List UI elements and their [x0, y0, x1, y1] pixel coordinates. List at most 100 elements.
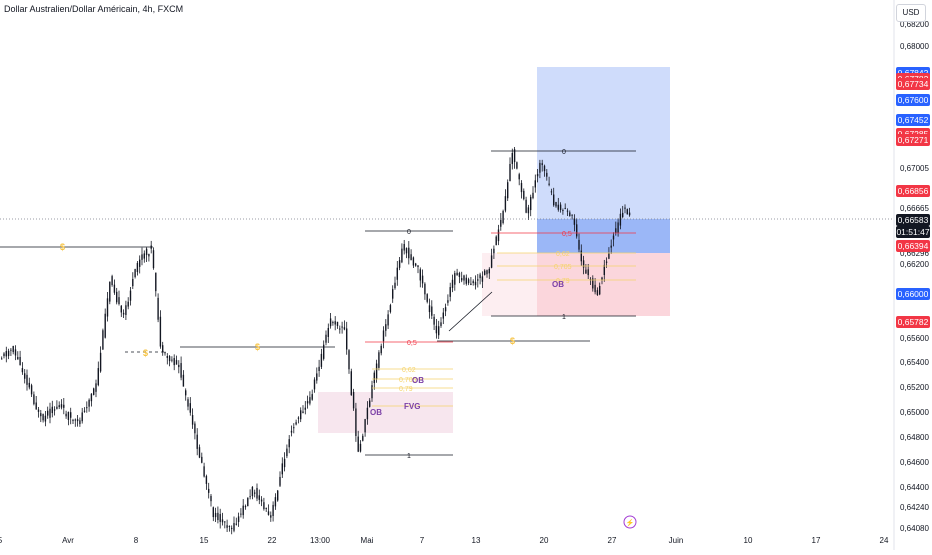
candle-body: [355, 408, 357, 437]
candle-body: [566, 210, 569, 212]
price-pill: 0,66583: [896, 214, 930, 226]
candle-body: [201, 456, 203, 463]
candle-body: [212, 507, 214, 518]
candle-body: [129, 290, 132, 301]
candle-body: [389, 305, 392, 312]
candle-body: [424, 283, 426, 295]
candle-body: [185, 390, 187, 396]
candle-body: [546, 172, 548, 177]
candle-body: [599, 285, 601, 295]
candle-body: [341, 326, 343, 328]
candle-body: [610, 245, 612, 248]
zone-label: FVG: [404, 402, 420, 411]
candle-body: [438, 326, 440, 336]
candle-body: [366, 407, 369, 420]
candle-body: [164, 351, 166, 354]
candle-body: [479, 274, 481, 279]
candle-body: [187, 399, 189, 407]
candle-body: [486, 270, 488, 275]
candle-body: [251, 486, 254, 497]
candle-body: [58, 405, 60, 408]
candle-body: [493, 248, 495, 254]
x-tick-label: 17: [812, 536, 821, 545]
candle-body: [120, 305, 122, 313]
candle-body: [152, 250, 155, 269]
candle-body: [481, 276, 484, 282]
entry-zone: [537, 219, 670, 253]
y-tick-label: 0,65600: [900, 334, 929, 343]
candle-body: [346, 328, 348, 350]
candle-body: [51, 406, 53, 414]
candle-body: [628, 212, 631, 216]
candle-body: [594, 284, 596, 293]
candle-body: [14, 349, 17, 356]
alert-icon: [623, 515, 637, 529]
candle-body: [56, 406, 58, 409]
liquidity-mark: $: [510, 336, 515, 346]
candle-body: [449, 287, 451, 297]
candle-body: [293, 427, 295, 429]
alert-icon-glyph: ⚡: [626, 518, 635, 527]
candle-body: [582, 260, 585, 268]
trend-line: [448, 291, 493, 332]
candle-body: [42, 414, 44, 421]
candle-body: [235, 523, 237, 525]
candle-body: [24, 373, 26, 379]
candle-body: [467, 279, 470, 284]
candle-body: [30, 385, 33, 395]
candle-body: [410, 254, 412, 261]
candle-body: [281, 463, 283, 475]
candle-body: [141, 254, 143, 260]
candle-body: [44, 415, 47, 422]
candle-body: [392, 289, 394, 299]
candle-body: [444, 307, 447, 312]
fib-label: 0,5: [562, 231, 572, 238]
candle-body: [426, 294, 428, 302]
candle-body: [210, 495, 212, 502]
candle-body: [592, 278, 594, 289]
candle-body: [148, 253, 150, 257]
candle-body: [605, 261, 608, 263]
candle-body: [175, 360, 178, 365]
candle-body: [168, 356, 171, 362]
candle-body: [67, 412, 70, 420]
candle-body: [180, 363, 182, 378]
currency-button[interactable]: USD: [896, 4, 926, 22]
candle-body: [523, 190, 525, 200]
ob-zone-upper: [482, 253, 537, 316]
candle-body: [79, 420, 81, 425]
candle-body: [198, 447, 201, 458]
liquidity-mark: $: [143, 348, 148, 358]
candle-body: [70, 412, 72, 418]
candle-body: [277, 490, 279, 501]
candle-body: [28, 382, 30, 388]
candle-body: [258, 495, 260, 500]
candle-body: [451, 279, 454, 288]
candle-body: [440, 322, 442, 326]
price-pill: 0,65782: [896, 316, 930, 328]
candle-body: [74, 419, 76, 421]
candle-body: [263, 502, 265, 510]
candle-body: [221, 519, 224, 523]
price-pill: 0,67600: [896, 94, 930, 106]
candle-body: [543, 165, 546, 172]
candle-body: [507, 182, 509, 199]
candle-body: [139, 259, 141, 267]
candle-body: [104, 313, 106, 338]
x-tick-label: 24: [880, 536, 889, 545]
fib-label: 0: [407, 229, 411, 236]
zone-label: OB: [552, 280, 564, 289]
candle-body: [214, 512, 217, 518]
candle-body: [297, 417, 300, 419]
candle-body: [12, 346, 14, 353]
candle-body: [173, 358, 175, 366]
candle-body: [290, 430, 293, 433]
candle-body: [626, 209, 628, 215]
candle-body: [233, 523, 235, 531]
candle-body: [382, 330, 385, 342]
candle-body: [516, 162, 518, 169]
y-tick-label: 0,68200: [900, 20, 929, 29]
y-tick-label: 0,64800: [900, 433, 929, 442]
